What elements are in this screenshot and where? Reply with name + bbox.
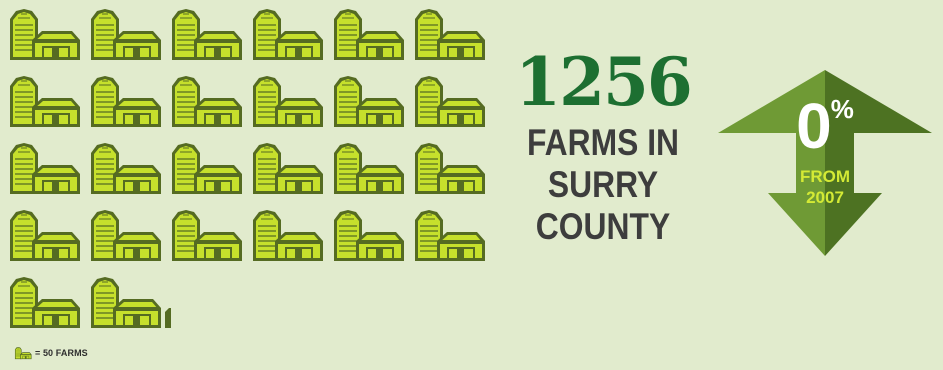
barn-icon	[252, 142, 324, 195]
barn-icon	[414, 142, 486, 195]
barn-icon	[414, 209, 486, 262]
barn-icon	[90, 142, 162, 195]
pictograph-barns	[0, 0, 500, 345]
barn-icon	[333, 75, 405, 128]
barn-icon	[171, 142, 243, 195]
barn-icon	[9, 276, 81, 329]
barn-icon	[9, 142, 81, 195]
barn-icon	[333, 209, 405, 262]
change-caption: FROM 2007	[799, 167, 851, 207]
barn-icon	[252, 209, 324, 262]
barn-icon	[90, 75, 162, 128]
arrow-right-half	[825, 70, 932, 256]
farm-count-caption: FARMS IN SURRY COUNTY	[526, 122, 680, 247]
barn-icon	[9, 8, 81, 61]
double-arrow-icon	[718, 70, 932, 256]
barn-icon	[333, 8, 405, 61]
arrow-left-half	[718, 70, 825, 256]
barn-icon	[171, 8, 243, 61]
percent-change: 0%	[760, 94, 890, 158]
partial-barn-sliver	[165, 308, 171, 328]
barn-icon	[414, 8, 486, 61]
barn-icon	[252, 8, 324, 61]
barn-icon	[171, 209, 243, 262]
barn-icon	[9, 209, 81, 262]
legend: = 50 FARMS	[14, 346, 88, 360]
barn-icon	[252, 75, 324, 128]
barn-icon	[333, 142, 405, 195]
barn-icon	[171, 75, 243, 128]
percent-sign: %	[830, 94, 854, 124]
farm-count: 1256	[515, 43, 693, 121]
legend-label: = 50 FARMS	[35, 348, 88, 358]
barn-icon	[90, 209, 162, 262]
barn-icon	[14, 346, 32, 360]
percent-value: 0	[796, 90, 832, 162]
barn-icon	[9, 75, 81, 128]
barn-icon-partial	[90, 276, 171, 329]
barn-icon	[90, 8, 162, 61]
barn-icon	[414, 75, 486, 128]
